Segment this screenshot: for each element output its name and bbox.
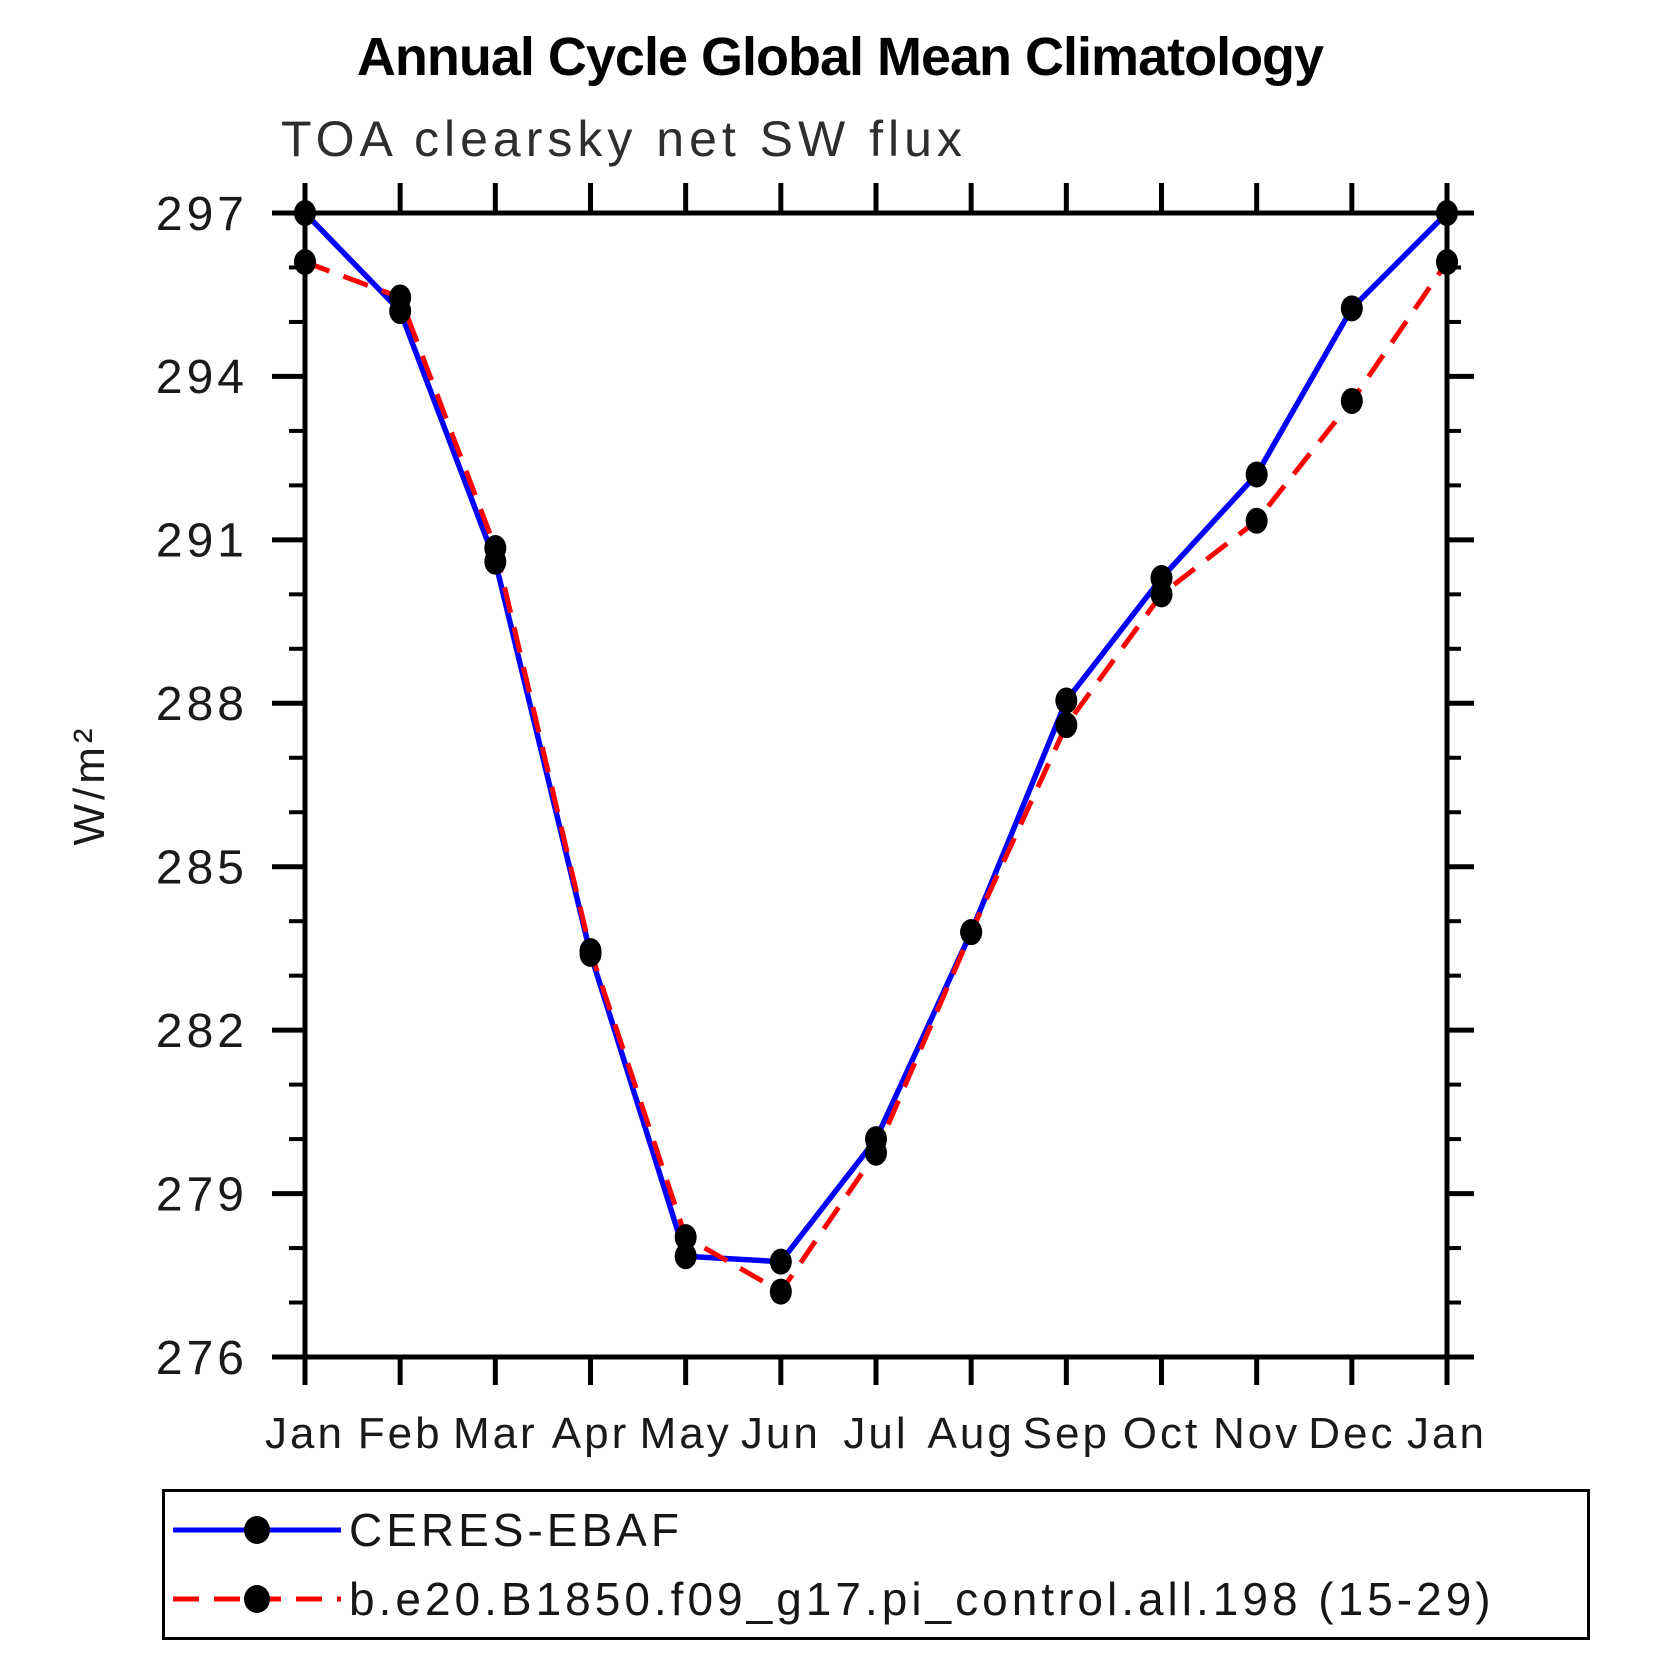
- legend-line-sample-solid: [173, 1515, 341, 1544]
- data-point-marker: [1340, 387, 1363, 414]
- x-tick-label: Jan: [1407, 1409, 1487, 1458]
- y-axis-title: W/m²: [65, 724, 114, 845]
- data-point-marker: [1055, 712, 1078, 739]
- y-tick-label: 276: [156, 1332, 248, 1385]
- x-tick-label: Apr: [552, 1409, 629, 1458]
- data-point-marker: [769, 1278, 792, 1305]
- data-point-marker: [1436, 249, 1458, 276]
- x-tick-label: Mar: [453, 1409, 538, 1458]
- data-point-marker: [769, 1248, 792, 1275]
- data-point-marker: [294, 249, 316, 276]
- legend: CERES-EBAF b.e20.B1850.f09_g17.pi_contro…: [162, 1489, 1590, 1640]
- legend-item-model: b.e20.B1850.f09_g17.pi_control.all.198 (…: [171, 1567, 1587, 1631]
- legend-line-sample-dashed: [173, 1585, 341, 1614]
- data-point-marker: [1340, 295, 1363, 322]
- data-point-marker: [294, 200, 316, 226]
- x-tick-label: Sep: [1023, 1409, 1110, 1458]
- data-point-marker: [1436, 200, 1458, 226]
- legend-item-ceres-ebaf: CERES-EBAF: [171, 1498, 1587, 1562]
- x-tick-label: Feb: [358, 1409, 443, 1458]
- x-tick-label: Jan: [265, 1409, 345, 1458]
- data-point-marker: [960, 919, 983, 946]
- data-point-marker: [1055, 687, 1078, 714]
- y-tick-label: 285: [156, 842, 248, 895]
- data-point-marker: [579, 938, 602, 965]
- legend-label-ceres-ebaf: CERES-EBAF: [349, 1503, 683, 1556]
- page-title: Annual Cycle Global Mean Climatology: [356, 27, 1324, 87]
- x-tick-label: Jun: [741, 1409, 821, 1458]
- y-axis-ticks: [272, 210, 1474, 1360]
- series-line-0: [303, 211, 1449, 1265]
- x-axis-ticks: [302, 183, 1450, 1385]
- data-point-marker: [674, 1243, 697, 1270]
- x-tick-label: Oct: [1123, 1409, 1200, 1458]
- legend-marker-dot: [244, 1515, 270, 1544]
- x-tick-label: Aug: [928, 1409, 1015, 1458]
- data-point-marker: [1150, 581, 1173, 608]
- data-point-marker: [1245, 507, 1268, 534]
- data-point-marker: [865, 1139, 887, 1166]
- legend-marker-dot: [244, 1585, 270, 1614]
- y-axis-labels: 276 279 282 285 288 291 294 297: [156, 188, 248, 1385]
- y-tick-label: 294: [156, 351, 248, 404]
- x-tick-label: Jul: [843, 1409, 908, 1458]
- y-tick-label: 279: [156, 1168, 248, 1221]
- data-point-marker: [484, 535, 507, 562]
- data-point-marker: [389, 284, 412, 311]
- chart-subtitle: TOA clearsky net SW flux: [281, 111, 967, 167]
- data-point-marker: [1245, 461, 1268, 488]
- plot-frame: [302, 210, 1450, 1360]
- legend-label-model: b.e20.B1850.f09_g17.pi_control.all.198 (…: [349, 1573, 1495, 1626]
- y-tick-label: 282: [156, 1005, 248, 1058]
- x-tick-label: May: [640, 1409, 732, 1458]
- series-markers: [294, 200, 1458, 1305]
- y-tick-label: 291: [156, 515, 248, 568]
- x-tick-label: Dec: [1308, 1409, 1395, 1458]
- data-point-marker: [674, 1224, 697, 1251]
- x-tick-label: Nov: [1213, 1409, 1300, 1458]
- x-axis-labels: Jan Feb Mar Apr May Jun Jul Aug Sep Oct Nov Dec Jan: [265, 1409, 1487, 1458]
- y-tick-label: 288: [156, 678, 248, 731]
- y-tick-label: 297: [156, 188, 248, 241]
